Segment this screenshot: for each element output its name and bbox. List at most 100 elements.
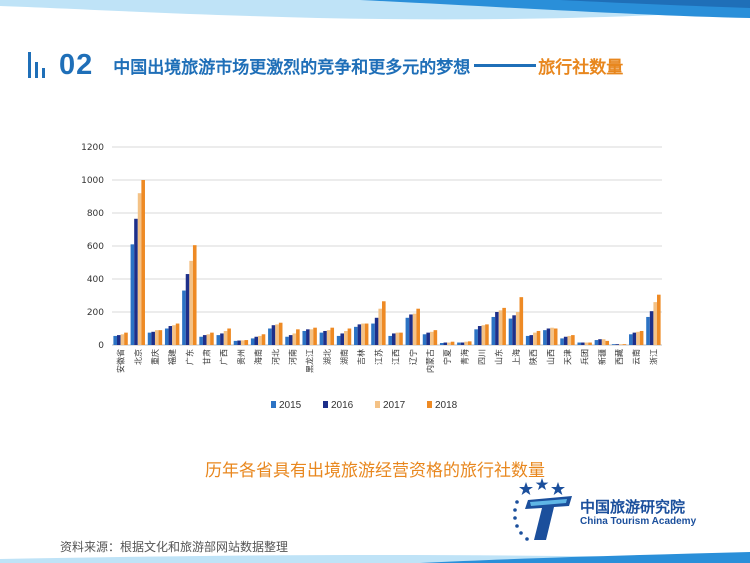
bar-2018-四川 <box>485 324 489 346</box>
y-tick-label: 200 <box>87 308 104 318</box>
bar-2017-安徽省 <box>120 334 125 345</box>
bar-2016-北京 <box>134 218 138 345</box>
bar-2015-青海 <box>457 342 461 345</box>
bar-2018-辽宁 <box>416 308 420 345</box>
bar-2015-宁夏 <box>439 343 444 345</box>
bar-2016-浙江 <box>649 311 654 345</box>
bar-2018-天津 <box>571 335 575 345</box>
bar-2015-河南 <box>285 336 289 345</box>
bar-2017-陕西 <box>533 332 537 346</box>
bar-2018-青海 <box>467 341 472 345</box>
bar-2017-福建 <box>172 325 176 345</box>
bar-2015-四川 <box>474 329 478 345</box>
bar-2017-广东 <box>189 260 193 345</box>
star-icon <box>519 478 565 495</box>
bar-2018-黑龙江 <box>313 327 317 345</box>
bar-2015-湖北 <box>319 332 324 346</box>
section-number: 02 <box>59 48 94 81</box>
bar-2017-兵团 <box>584 342 589 345</box>
bar-2017-河南 <box>292 333 297 345</box>
x-axis-labels: 安徽省 北京 重庆 福建 广东 甘肃 广西 贵州 海南 河北 河南 黑龙江 湖北 湖南 吉林 江苏 江西 辽宁 内蒙… <box>116 349 659 373</box>
bar-2016-吉林 <box>357 324 362 346</box>
y-axis-ticks: 0 200 400 600 800 1000 1200 <box>81 143 104 351</box>
bar-2016-福建 <box>168 326 173 345</box>
bar-2017-甘肃 <box>206 334 211 345</box>
bar-2015-内蒙古 <box>422 334 427 345</box>
bar-2017-浙江 <box>653 302 658 345</box>
bar-2017-江西 <box>395 332 400 346</box>
bar-2017-内蒙古 <box>429 331 434 345</box>
bar-2017-四川 <box>481 325 486 345</box>
bar-2015-江苏 <box>371 323 375 345</box>
bar-2016-河北 <box>271 325 276 345</box>
bar-2018-甘肃 <box>210 332 214 346</box>
bar-2018-广西 <box>227 328 231 345</box>
bar-2018-福建 <box>175 323 180 345</box>
bar-2016-广东 <box>185 274 190 345</box>
bar-2017-山西 <box>550 327 554 345</box>
bar-2018-西藏 <box>622 344 627 345</box>
bar-2016-上海 <box>512 315 516 345</box>
x-category-label: 贵州 <box>236 349 246 365</box>
bar-2015-山东 <box>491 316 496 345</box>
bar-2016-西藏 <box>615 344 620 345</box>
bar-2015-广东 <box>182 290 186 345</box>
bar-2018-海南 <box>261 334 266 345</box>
legend-swatch <box>375 401 380 408</box>
x-category-label: 上海 <box>511 349 521 365</box>
bar-2018-江西 <box>399 332 403 346</box>
bar-2017-海南 <box>258 335 262 345</box>
bar-2018-吉林 <box>364 323 369 345</box>
bar-2018-河南 <box>296 329 300 345</box>
chart-caption: 历年各省具有出境旅游经营资格的旅行社数量 <box>205 461 545 481</box>
page-title: 中国出境旅游市场更激烈的竞争和更多元的梦想 <box>113 57 471 78</box>
x-category-label: 吉林 <box>356 349 366 365</box>
bar-2017-山东 <box>498 310 503 345</box>
legend-swatch <box>427 401 432 408</box>
top-decorative-band <box>0 0 750 24</box>
x-category-label: 山东 <box>494 349 504 365</box>
chart-legend: 2015 2016 2017 2018 <box>271 400 458 411</box>
x-category-label: 天津 <box>562 349 572 365</box>
bar-2018-北京 <box>141 180 145 345</box>
x-category-label: 河南 <box>287 349 297 365</box>
bar-2015-北京 <box>130 244 135 345</box>
y-tick-label: 600 <box>87 242 104 252</box>
bar-2016-广西 <box>220 333 224 345</box>
x-category-label: 江苏 <box>373 349 383 365</box>
x-category-label: 西藏 <box>614 349 624 365</box>
x-category-label: 黑龙江 <box>305 349 315 373</box>
bar-2018-湖南 <box>347 328 352 345</box>
bar-2017-西藏 <box>619 344 623 345</box>
x-category-label: 广西 <box>219 349 229 365</box>
y-tick-label: 1200 <box>81 143 104 153</box>
x-category-label: 青海 <box>459 349 469 365</box>
bar-2016-江西 <box>391 333 396 345</box>
cta-logo: 中国旅游研究院 China Tourism Academy <box>512 478 732 548</box>
y-tick-label: 400 <box>87 275 104 285</box>
bar-2016-湖南 <box>340 333 345 345</box>
source-note: 资料来源：根据文化和旅游部网站数据整理 <box>60 540 289 554</box>
bar-2018-山东 <box>502 307 506 346</box>
bar-2016-内蒙古 <box>426 332 430 346</box>
logo-chinese-name: 中国旅游研究院 <box>580 498 686 516</box>
x-category-label: 北京 <box>133 349 143 365</box>
bar-2015-黑龙江 <box>302 330 307 345</box>
x-category-label: 重庆 <box>150 349 160 365</box>
logo-emblem <box>513 478 572 541</box>
x-category-label: 兵团 <box>580 349 590 365</box>
x-category-label: 山西 <box>545 349 555 365</box>
x-category-label: 云南 <box>631 349 641 365</box>
bar-2017-上海 <box>515 312 520 345</box>
bar-2017-宁夏 <box>447 342 451 345</box>
x-category-label: 湖南 <box>339 349 349 365</box>
legend-label: 2015 <box>279 400 302 411</box>
bar-2015-海南 <box>250 338 255 345</box>
bar-2016-宁夏 <box>443 342 448 345</box>
bar-2017-湖北 <box>326 330 331 345</box>
x-category-label: 江西 <box>392 349 401 365</box>
bar-2015-山西 <box>543 330 547 345</box>
bar-2017-天津 <box>567 335 572 345</box>
title-dash-divider <box>474 63 537 67</box>
bar-2018-湖北 <box>330 327 335 345</box>
